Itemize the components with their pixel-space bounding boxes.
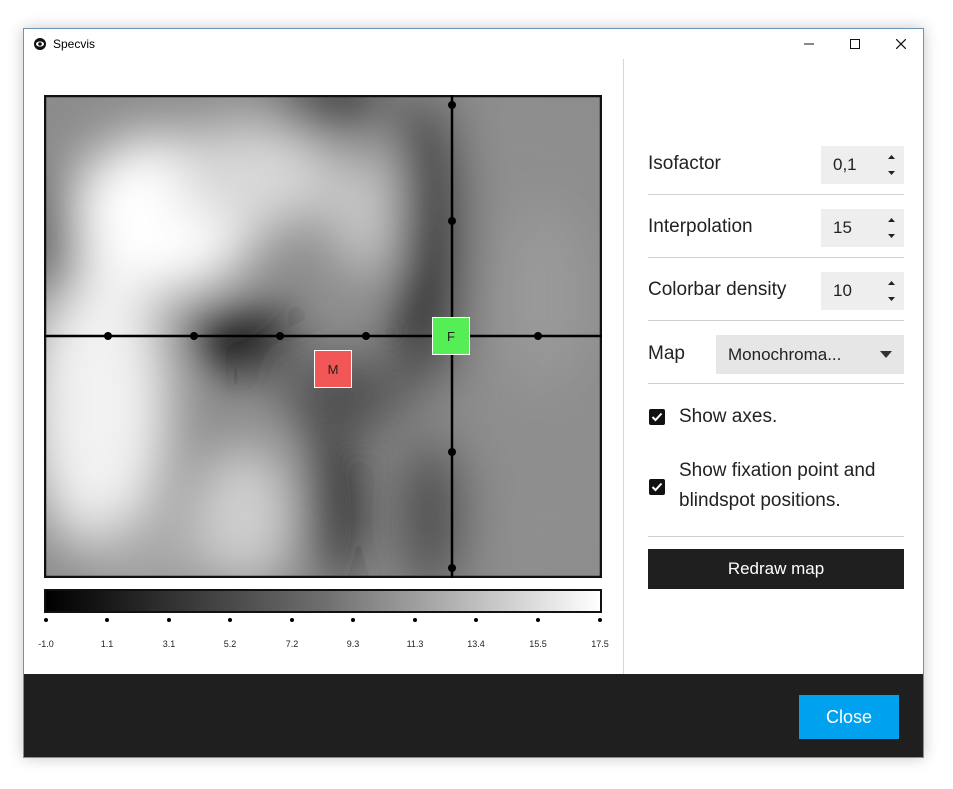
show-fixation-label-line2: blindspot positions. <box>679 490 841 511</box>
colorbar-tick-label: 5.2 <box>223 639 237 649</box>
show-axes-checkbox[interactable] <box>649 409 665 425</box>
colorbar-tick-label: 3.1 <box>162 639 176 649</box>
caret-up-icon <box>887 281 895 285</box>
colorbar-tick <box>474 618 478 622</box>
minimize-button[interactable] <box>786 29 832 59</box>
colorbar-tick <box>598 618 602 622</box>
interpolation-increment[interactable] <box>883 213 899 227</box>
fixation-point-marker: F <box>432 317 470 355</box>
isofactor-decrement[interactable] <box>883 166 899 180</box>
title-bar: Specvis <box>24 29 923 59</box>
show-fixation-checkbox[interactable] <box>649 479 665 495</box>
sensitivity-map: F M <box>44 95 602 578</box>
isofactor-value: 0,1 <box>833 155 857 174</box>
show-fixation-label-line1: Show fixation point and <box>679 460 876 481</box>
chevron-down-icon <box>880 351 892 358</box>
blindspot-marker: M <box>314 350 352 388</box>
specvis-window: Specvis <box>23 28 924 758</box>
isofactor-label: Isofactor <box>648 153 721 174</box>
interpolation-label: Interpolation <box>648 216 753 237</box>
interpolation-value: 15 <box>833 218 852 237</box>
close-icon <box>896 39 906 49</box>
isofactor-spinner[interactable]: 0,1 <box>821 146 904 184</box>
map-select[interactable]: Monochroma... <box>716 335 904 374</box>
colorbar-tick <box>536 618 540 622</box>
colorbar-tick <box>44 618 48 622</box>
show-fixation-label: Show fixation point and blindspot positi… <box>679 456 875 516</box>
caret-up-icon <box>887 218 895 222</box>
colorbar-tick-label: 1.1 <box>100 639 114 649</box>
interpolation-decrement[interactable] <box>883 229 899 243</box>
colorbar-tick <box>105 618 109 622</box>
separator <box>648 320 904 321</box>
colorbar-density-spinner[interactable]: 10 <box>821 272 904 310</box>
caret-down-icon <box>887 171 895 175</box>
isofactor-increment[interactable] <box>883 150 899 164</box>
redraw-map-button[interactable]: Redraw map <box>648 549 904 589</box>
colorbar-tick-label: 7.2 <box>285 639 299 649</box>
window-title: Specvis <box>53 37 96 51</box>
separator <box>648 536 904 537</box>
colorbar-tick-label: 9.3 <box>346 639 360 649</box>
colorbar-tick-label: 13.4 <box>467 639 485 649</box>
dialog-footer: Close <box>24 674 923 757</box>
close-button[interactable]: Close <box>799 695 899 739</box>
colorbar-density-increment[interactable] <box>883 276 899 290</box>
map-label: Map <box>648 343 685 364</box>
separator <box>648 257 904 258</box>
show-axes-label: Show axes. <box>679 406 778 427</box>
separator <box>648 194 904 195</box>
maximize-icon <box>850 39 860 49</box>
panel-divider <box>623 59 624 674</box>
minimize-icon <box>804 43 814 45</box>
caret-up-icon <box>887 155 895 159</box>
colorbar-density-label: Colorbar density <box>648 279 787 300</box>
colorbar-density-decrement[interactable] <box>883 292 899 306</box>
colorbar-tick-label: 17.5 <box>591 639 609 649</box>
colorbar <box>44 589 602 613</box>
colorbar-density-value: 10 <box>833 281 852 300</box>
maximize-button[interactable] <box>832 29 878 59</box>
colorbar-tick-label: 15.5 <box>529 639 547 649</box>
colorbar-tick <box>228 618 232 622</box>
caret-down-icon <box>887 234 895 238</box>
eye-icon <box>34 38 46 50</box>
separator <box>648 383 904 384</box>
colorbar-tick-label: 11.3 <box>406 639 424 649</box>
interpolation-spinner[interactable]: 15 <box>821 209 904 247</box>
colorbar-tick-label: -1.0 <box>38 639 54 649</box>
caret-down-icon <box>887 297 895 301</box>
close-window-button[interactable] <box>878 29 923 59</box>
colorbar-tick <box>413 618 417 622</box>
map-graphic <box>44 95 602 578</box>
colorbar-tick <box>167 618 171 622</box>
checkmark-icon <box>651 412 663 422</box>
colorbar-tick <box>290 618 294 622</box>
map-select-value: Monochroma... <box>728 345 842 364</box>
checkmark-icon <box>651 482 663 492</box>
colorbar-tick <box>351 618 355 622</box>
